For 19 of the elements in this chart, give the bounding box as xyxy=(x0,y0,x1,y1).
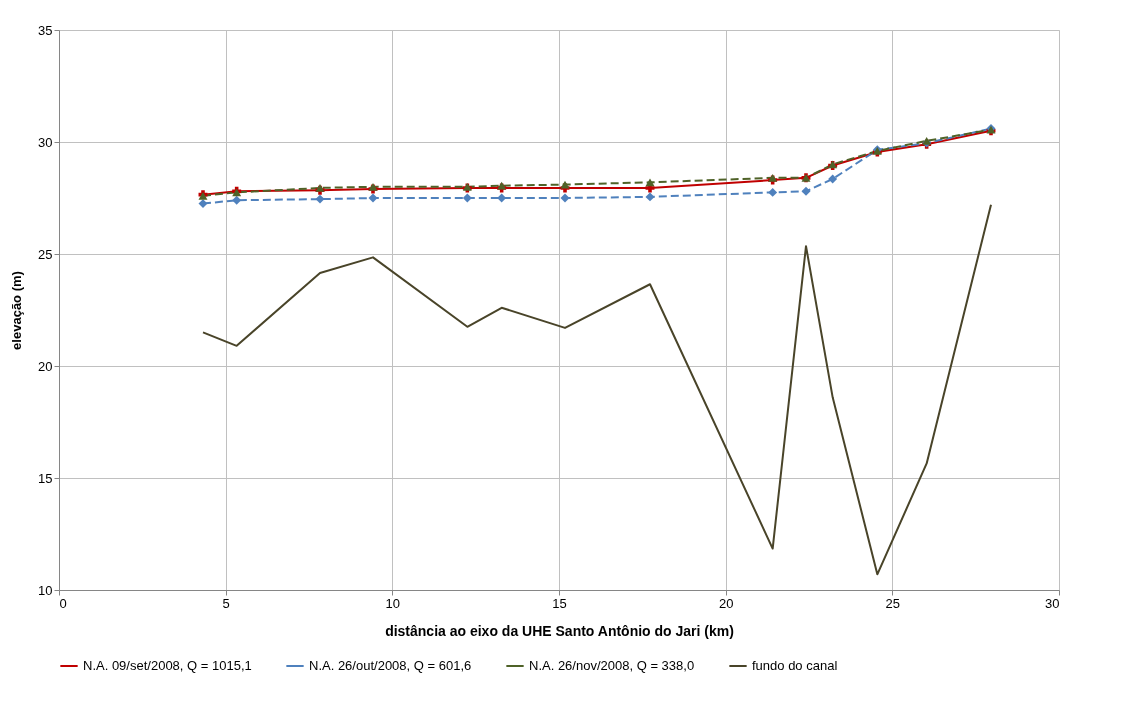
x-tick-label: 0 xyxy=(59,595,67,611)
legend-label: N.A. 26/nov/2008, Q = 338,0 xyxy=(529,658,695,673)
y-tick-label: 25 xyxy=(38,246,53,262)
x-axis-title: distância ao eixo da UHE Santo Antônio do Jari (km) xyxy=(385,622,734,639)
x-tick-label: 5 xyxy=(222,595,230,611)
y-tick-label: 10 xyxy=(38,582,53,598)
x-tick-label: 10 xyxy=(385,595,401,611)
y-tick-label: 20 xyxy=(38,358,53,374)
x-tick-label: 25 xyxy=(885,595,901,611)
legend-label: N.A. 09/set/2008, Q = 1015,1 xyxy=(83,658,252,673)
y-tick-label: 30 xyxy=(38,134,53,150)
legend-label: N.A. 26/out/2008, Q = 601,6 xyxy=(309,658,472,673)
x-tick-label: 20 xyxy=(718,595,734,611)
y-axis-title: elevação (m) xyxy=(9,271,25,350)
legend-label: fundo do canal xyxy=(752,658,838,673)
y-tick-label: 35 xyxy=(38,22,53,38)
x-tick-label: 30 xyxy=(1045,595,1060,611)
y-tick-label: 15 xyxy=(38,470,53,486)
x-tick-label: 15 xyxy=(552,595,567,611)
